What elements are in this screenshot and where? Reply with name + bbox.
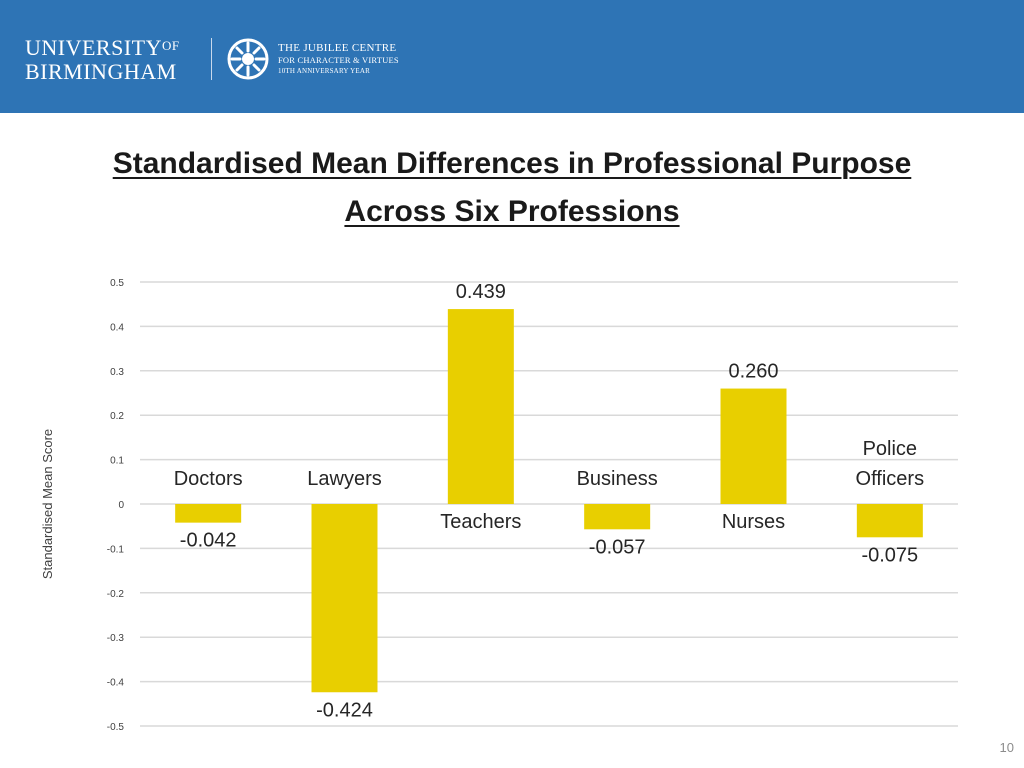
category-label: Lawyers [307, 468, 381, 490]
category-label: Police Officers [856, 438, 925, 490]
centre-line3: 10TH ANNIVERSARY YEAR [278, 67, 370, 75]
bar-doctors [175, 504, 242, 523]
y-tick-label: -0.5 [107, 722, 125, 733]
y-tick-label: 0.2 [110, 411, 124, 422]
value-label: -0.075 [861, 544, 918, 566]
jubilee-centre-logo-icon [227, 38, 269, 80]
bar-police-officers [856, 504, 923, 538]
y-tick-label: -0.1 [107, 544, 125, 555]
y-tick-label: 0.3 [110, 367, 124, 378]
y-tick-label: 0.4 [110, 322, 124, 333]
value-label: -0.057 [589, 536, 646, 558]
y-axis-ticks: 0.5 0.4 0.3 0.2 0.1 0 -0.1 -0.2 -0.3 -0.4 -0.5 [107, 278, 125, 733]
category-label: Business [577, 468, 658, 490]
value-label: 0.439 [456, 281, 506, 303]
bar-teachers [447, 309, 514, 504]
category-labels: Doctors Lawyers Teachers Business Nurses Poli… [174, 438, 924, 533]
title-line2: Across Six Professions [344, 195, 680, 228]
y-tick-label: -0.2 [107, 589, 125, 600]
page-number: 10 [999, 740, 1014, 755]
bar-nurses [720, 388, 787, 504]
slide-title: Standardised Mean Differences in Profess… [0, 140, 1024, 236]
title-line1: Standardised Mean Differences in Profess… [112, 147, 912, 180]
university-of: OF [162, 38, 180, 53]
university-of-birmingham-logo: UNIVERSITYOF BIRMINGHAM [25, 36, 180, 84]
chart-bars [175, 309, 923, 693]
value-label: 0.260 [728, 361, 778, 383]
university-line2: BIRMINGHAM [25, 59, 177, 84]
university-line1: UNIVERSITY [25, 35, 162, 60]
value-labels: -0.042 -0.424 0.439 -0.057 0.260 -0.075 [180, 281, 918, 721]
category-label: Nurses [722, 511, 785, 533]
y-tick-label: 0.5 [110, 278, 124, 289]
y-axis-label: Standardised Mean Score [40, 429, 55, 579]
value-label: -0.424 [316, 699, 373, 721]
bar-business [584, 504, 651, 530]
header-banner: UNIVERSITYOF BIRMINGHAM THE JUBILEE CENT… [0, 0, 1024, 113]
category-label: Doctors [174, 468, 243, 490]
jubilee-centre-text: THE JUBILEE CENTRE FOR CHARACTER & VIRTU… [278, 42, 399, 76]
centre-line2: FOR CHARACTER & VIRTUES [278, 55, 399, 65]
logo-divider [211, 38, 212, 80]
centre-line1: THE JUBILEE CENTRE [278, 42, 397, 54]
y-tick-label: 0 [118, 500, 124, 511]
category-label: Teachers [440, 511, 521, 533]
chart-grid [140, 281, 958, 727]
value-label: -0.042 [180, 530, 237, 552]
bar-lawyers [311, 504, 378, 693]
y-tick-label: 0.1 [110, 456, 124, 467]
y-tick-label: -0.4 [107, 678, 125, 689]
y-tick-label: -0.3 [107, 633, 125, 644]
